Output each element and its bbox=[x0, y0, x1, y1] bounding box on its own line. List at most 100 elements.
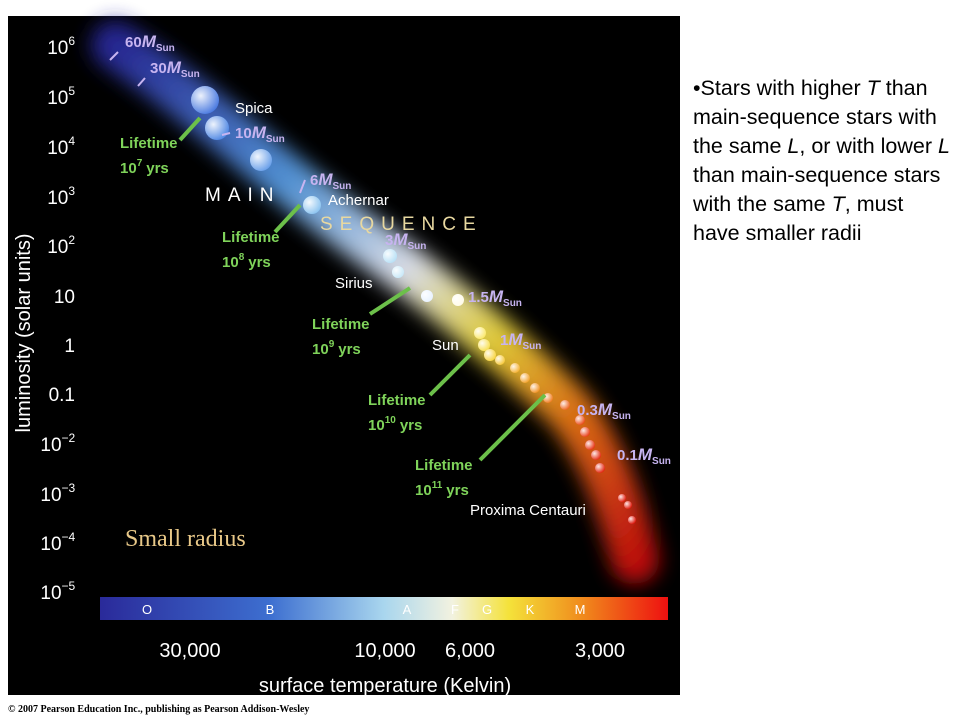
mass-label-part: 0.3 bbox=[577, 402, 598, 419]
bullet-segment: than main-sequence stars with the same bbox=[693, 163, 941, 216]
star-highlight bbox=[205, 116, 229, 140]
lifetime-pointer bbox=[478, 393, 547, 462]
star-highlight bbox=[585, 440, 595, 450]
mass-label-part: Sun bbox=[612, 411, 631, 422]
y-tick-label-part: 3 bbox=[68, 184, 75, 198]
x-tick-label: 3,000 bbox=[575, 640, 625, 662]
mass-label-part: M bbox=[508, 330, 523, 349]
y-tick-label: 105 bbox=[47, 84, 75, 109]
lifetime-value: 1011 yrs bbox=[415, 480, 469, 499]
mass-label-part: 6 bbox=[310, 172, 318, 189]
mass-label: 30MSun bbox=[150, 58, 200, 80]
y-tick-label: 1 bbox=[64, 336, 75, 357]
star-highlight bbox=[543, 393, 553, 403]
y-tick-label-part: −4 bbox=[62, 530, 76, 544]
spectral-class: B bbox=[266, 602, 275, 617]
italic-symbol: L bbox=[787, 134, 800, 158]
star-highlight bbox=[510, 363, 520, 373]
y-tick-label-part: 10 bbox=[47, 188, 68, 209]
mass-label-part: 1 bbox=[500, 332, 508, 349]
copyright: © 2007 Pearson Education Inc., publishin… bbox=[8, 704, 309, 715]
panel bbox=[8, 16, 680, 695]
y-tick-label: 104 bbox=[47, 134, 75, 159]
star-highlight bbox=[191, 86, 219, 114]
mass-label: 1.5MSun bbox=[468, 287, 522, 309]
lifetime-word: Lifetime bbox=[120, 135, 178, 152]
y-tick-label: 102 bbox=[47, 233, 75, 258]
mass-pointer bbox=[299, 179, 306, 194]
lifetime-word: Lifetime bbox=[222, 229, 280, 246]
lifetime-value: 108 yrs bbox=[222, 252, 271, 271]
y-tick-label-part: 10 bbox=[47, 88, 68, 109]
mass-label-part: M bbox=[598, 400, 613, 419]
lifetime-value: 109 yrs bbox=[312, 339, 361, 358]
y-tick-label: 10−2 bbox=[40, 431, 75, 456]
star-highlight bbox=[383, 249, 397, 263]
mass-label-part: M bbox=[252, 123, 267, 142]
lifetime-value-part: yrs bbox=[446, 482, 469, 499]
y-tick-label-part: 10 bbox=[40, 583, 61, 604]
star-highlight bbox=[580, 427, 590, 437]
lifetime-value-part: 10 bbox=[312, 341, 329, 358]
y-tick-label-part: 10 bbox=[40, 485, 61, 506]
mass-label: 60MSun bbox=[125, 32, 175, 54]
lifetime-word: Lifetime bbox=[368, 392, 426, 409]
x-tick-label: 30,000 bbox=[159, 640, 220, 662]
star-highlight bbox=[575, 415, 585, 425]
star-highlight bbox=[421, 290, 433, 302]
x-axis-title: surface temperature (Kelvin) bbox=[259, 675, 511, 697]
star-highlight bbox=[520, 373, 530, 383]
star-highlight bbox=[624, 501, 632, 509]
mass-label-part: M bbox=[489, 287, 504, 306]
mass-label-part: 30 bbox=[150, 60, 167, 77]
lifetime-value-part: 10 bbox=[368, 417, 385, 434]
spectral-class: G bbox=[482, 602, 492, 617]
star-highlight bbox=[591, 450, 601, 460]
mass-label-part: Sun bbox=[408, 241, 427, 252]
y-tick-label-part: −3 bbox=[62, 481, 76, 495]
y-tick-label-part: 10 bbox=[54, 287, 75, 308]
mass-label-part: Sun bbox=[156, 43, 175, 54]
mass-label-part: Sun bbox=[503, 298, 522, 309]
mass-label-part: Sun bbox=[266, 134, 285, 145]
lifetime-value-part: 7 bbox=[137, 158, 143, 169]
bullet-text: •Stars with higher T than main-sequence … bbox=[693, 74, 955, 248]
star-highlight bbox=[530, 383, 540, 393]
star-highlight bbox=[628, 516, 636, 524]
mass-label-part: M bbox=[142, 32, 157, 51]
y-tick-label-part: 0.1 bbox=[49, 385, 75, 406]
lifetime-value-part: 11 bbox=[432, 480, 443, 491]
bullet-segment: , must have smaller radii bbox=[693, 192, 904, 245]
star-highlight bbox=[595, 463, 605, 473]
lifetime-pointer bbox=[273, 203, 302, 234]
mass-label-part: M bbox=[167, 58, 182, 77]
star-highlight bbox=[250, 149, 272, 171]
mass-label: 1MSun bbox=[500, 330, 541, 352]
spectral-class: M bbox=[575, 602, 586, 617]
mass-label-part: Sun bbox=[181, 69, 200, 80]
annotation: Small radius bbox=[125, 526, 246, 552]
star-highlight bbox=[478, 339, 490, 351]
mass-label: 0.3MSun bbox=[577, 400, 631, 422]
mass-label-part: 10 bbox=[235, 125, 252, 142]
star-highlight bbox=[452, 294, 464, 306]
y-tick-label-part: 10 bbox=[47, 237, 68, 258]
bullet-segment: than main-sequence stars with the same bbox=[693, 76, 937, 158]
lifetime-value-part: yrs bbox=[400, 417, 423, 434]
lifetime-word: Lifetime bbox=[312, 316, 370, 333]
mass-pointer bbox=[137, 77, 146, 87]
star-name: Sirius bbox=[335, 275, 373, 292]
y-tick-label-part: 5 bbox=[68, 84, 75, 98]
mass-pointer bbox=[221, 132, 231, 136]
italic-symbol: T bbox=[866, 76, 880, 100]
y-tick-label-part: 4 bbox=[68, 134, 75, 148]
x-tick-label: 10,000 bbox=[354, 640, 415, 662]
lifetime-word: Lifetime bbox=[415, 457, 473, 474]
y-tick-label-part: 6 bbox=[68, 34, 75, 48]
star-highlight bbox=[392, 266, 404, 278]
lifetime-value-part: 10 bbox=[120, 160, 137, 177]
star-highlight bbox=[495, 355, 505, 365]
lifetime-value-part: 10 bbox=[415, 482, 432, 499]
mass-label-part: M bbox=[393, 230, 408, 249]
star-highlight bbox=[618, 494, 626, 502]
